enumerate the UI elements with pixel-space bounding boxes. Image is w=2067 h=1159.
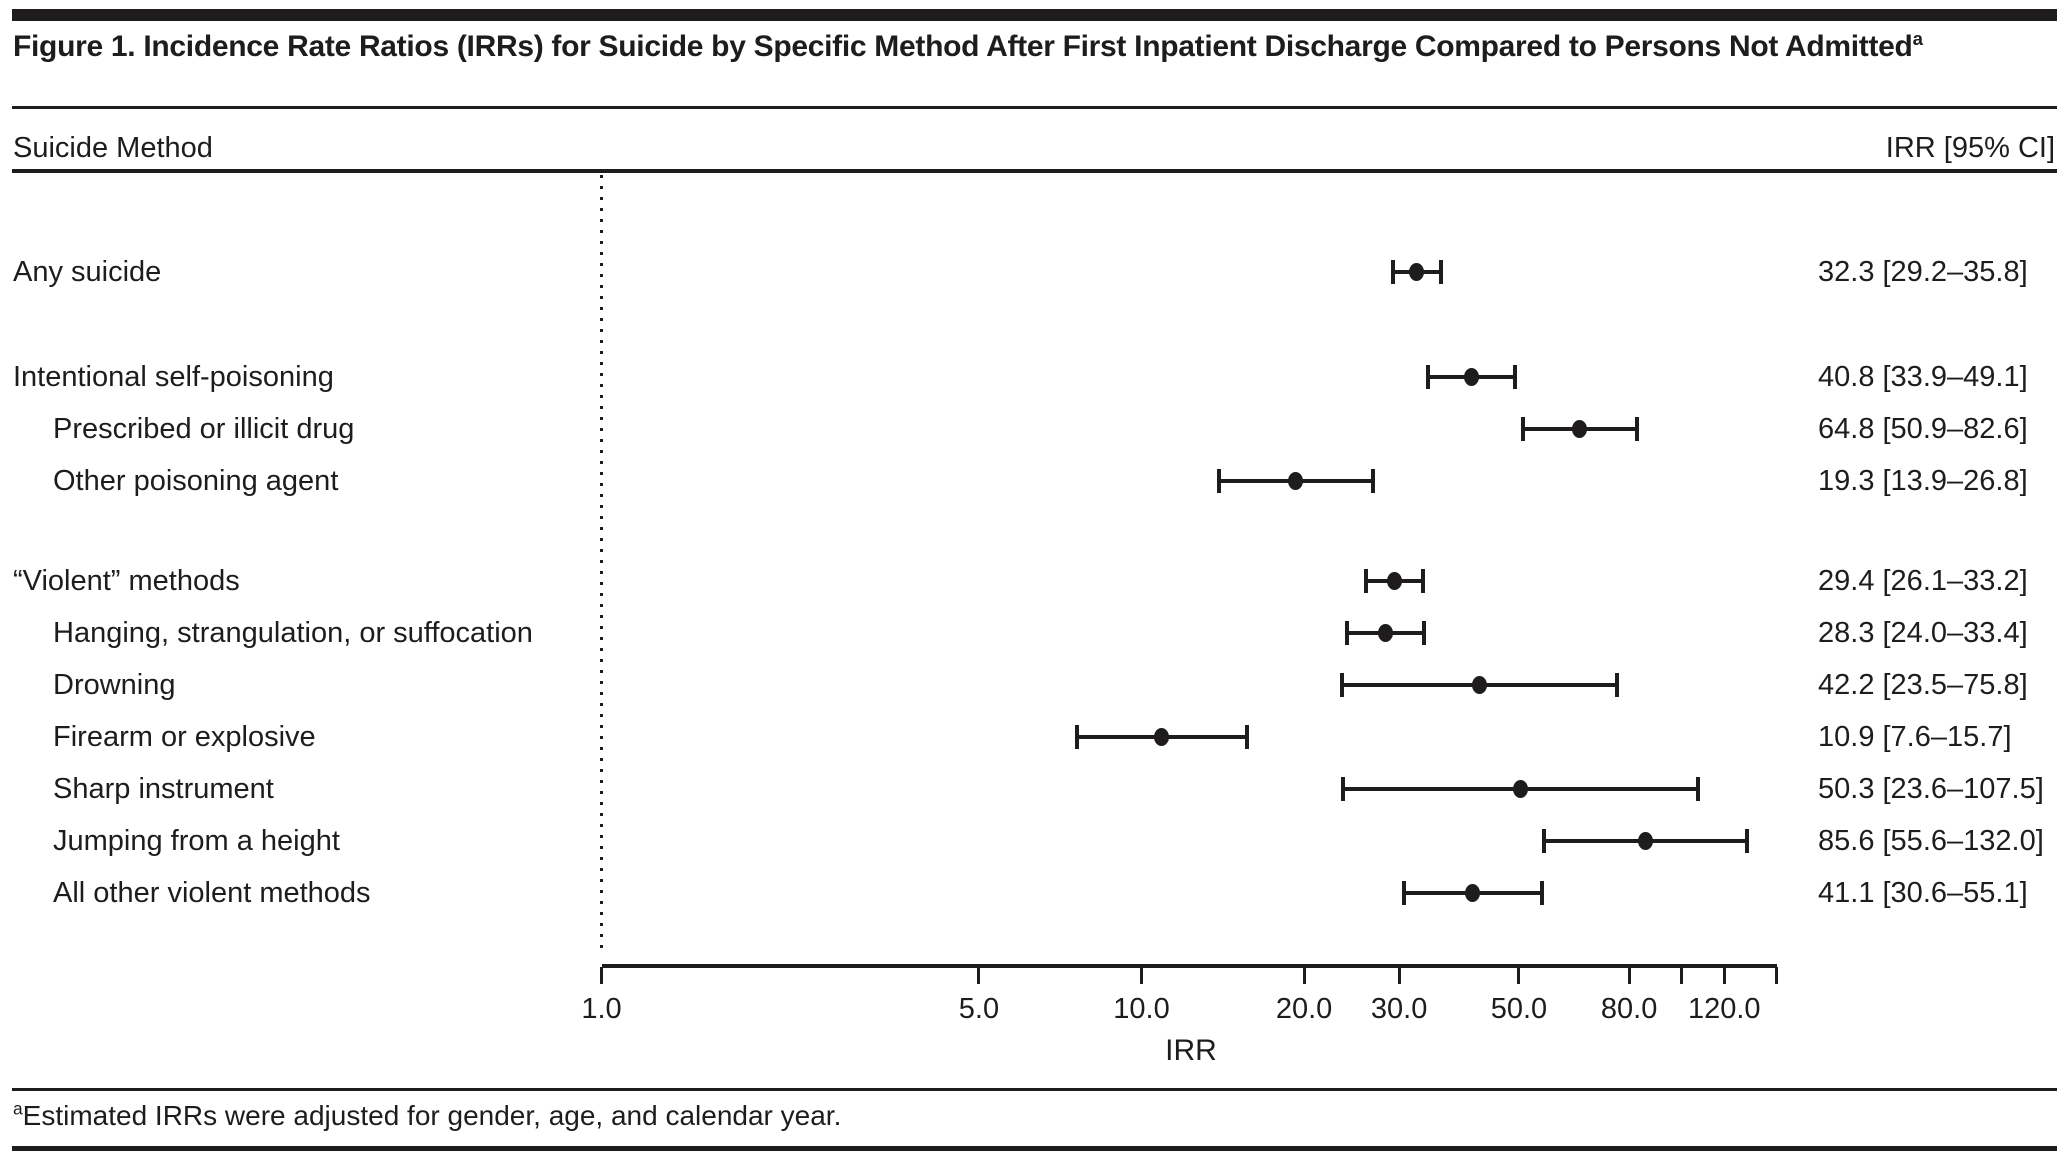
x-axis-tick-label: 20.0 [1275,993,1333,1025]
ci-cap-low [1344,621,1349,645]
irr-value: 19.3 [13.9–26.8] [1818,465,2028,497]
ci-cap-high [1634,417,1639,441]
x-axis-tick [1517,967,1521,984]
point-estimate-marker [1386,572,1402,590]
ci-cap-high [1422,621,1427,645]
point-estimate-marker [1572,420,1588,438]
ci-cap-low [1075,725,1080,749]
method-label: Intentional self-poisoning [13,361,334,393]
ci-cap-low [1339,673,1344,697]
point-estimate-marker [1465,884,1481,902]
x-axis-tick [1722,967,1726,984]
ci-cap-high [1438,260,1443,284]
x-axis-tick-label: 10.0 [1113,993,1170,1025]
ci-cap-high [1614,673,1619,697]
method-label: “Violent” methods [13,565,240,597]
irr-value: 50.3 [23.6–107.5] [1818,773,2044,805]
divider-above-footnote [12,1088,2057,1091]
ci-cap-high [1539,881,1544,905]
divider-under-title [12,106,2057,109]
x-axis-tick [1680,967,1683,984]
top-border-bar [12,9,2057,21]
column-header-irr-ci: IRR [95% CI] [1885,132,2055,164]
irr-value: 28.3 [24.0–33.4] [1818,617,2028,649]
method-label: Jumping from a height [53,825,340,857]
figure-title-superscript: a [1912,28,1923,49]
figure-title: Figure 1. Incidence Rate Ratios (IRRs) f… [13,27,2053,66]
irr-value: 29.4 [26.1–33.2] [1818,565,2028,597]
point-estimate-marker [1471,676,1487,694]
method-label: Hanging, strangulation, or suffocation [53,617,533,649]
point-estimate-marker [1637,832,1653,850]
ci-cap-high [1696,777,1701,801]
footnote: aEstimated IRRs were adjusted for gender… [13,1098,841,1134]
irr-value: 64.8 [50.9–82.6] [1818,413,2028,445]
reference-line-irr-1 [600,175,603,956]
x-axis-tick [977,967,981,984]
x-axis-title: IRR [1165,1034,1217,1067]
ci-cap-high [1420,569,1425,593]
irr-value: 40.8 [33.9–49.1] [1818,361,2028,393]
footnote-superscript: a [13,1098,23,1119]
ci-cap-high [1370,469,1375,493]
point-estimate-marker [1377,624,1393,642]
method-label: Sharp instrument [53,773,274,805]
x-axis-tick-label: 1.0 [581,993,622,1025]
ci-cap-low [1401,881,1406,905]
x-axis-line [601,964,1777,968]
point-estimate-marker [1463,368,1479,386]
method-label: Drowning [53,669,176,701]
figure-title-text: Figure 1. Incidence Rate Ratios (IRRs) f… [13,30,1913,63]
bottom-border-bar [12,1146,2057,1151]
irr-value: 85.6 [55.6–132.0] [1818,825,2044,857]
ci-cap-low [1216,469,1221,493]
ci-cap-low [1425,365,1430,389]
ci-cap-low [1541,829,1546,853]
irr-value: 41.1 [30.6–55.1] [1818,877,2028,909]
method-label: Firearm or explosive [53,721,316,753]
x-axis-tick [1302,967,1306,984]
ci-cap-low [1390,260,1395,284]
point-estimate-marker [1512,780,1528,798]
x-axis-tick-label: 80.0 [1600,993,1658,1025]
method-label: Prescribed or illicit drug [53,413,355,445]
footnote-text: Estimated IRRs were adjusted for gender,… [22,1100,842,1131]
irr-value: 10.9 [7.6–15.7] [1818,721,2012,753]
x-axis-tick-label: 30.0 [1370,993,1428,1025]
x-axis-tick-label: 50.0 [1490,993,1548,1025]
point-estimate-marker [1154,728,1170,746]
irr-value: 32.3 [29.2–35.8] [1818,256,2028,288]
method-label: Other poisoning agent [53,465,339,497]
ci-cap-high [1245,725,1250,749]
column-header-suicide-method: Suicide Method [13,132,213,164]
method-label: Any suicide [13,256,162,288]
x-axis-tick [1397,967,1401,984]
point-estimate-marker [1408,263,1424,281]
point-estimate-marker [1288,472,1304,490]
x-axis-tick-label: 5.0 [958,993,1000,1025]
x-axis-tick [1627,967,1631,984]
x-axis-tick-label: 120.0 [1687,993,1761,1025]
divider-under-column-headers [12,169,2057,173]
ci-cap-low [1521,417,1526,441]
ci-cap-high [1744,829,1749,853]
ci-cap-low [1364,569,1369,593]
x-axis-tick [1775,967,1779,984]
irr-value: 42.2 [23.5–75.8] [1818,669,2028,701]
ci-cap-high [1512,365,1517,389]
x-axis-tick [1140,967,1143,984]
x-axis-tick [600,967,603,984]
method-label: All other violent methods [53,877,371,909]
ci-cap-low [1340,777,1345,801]
